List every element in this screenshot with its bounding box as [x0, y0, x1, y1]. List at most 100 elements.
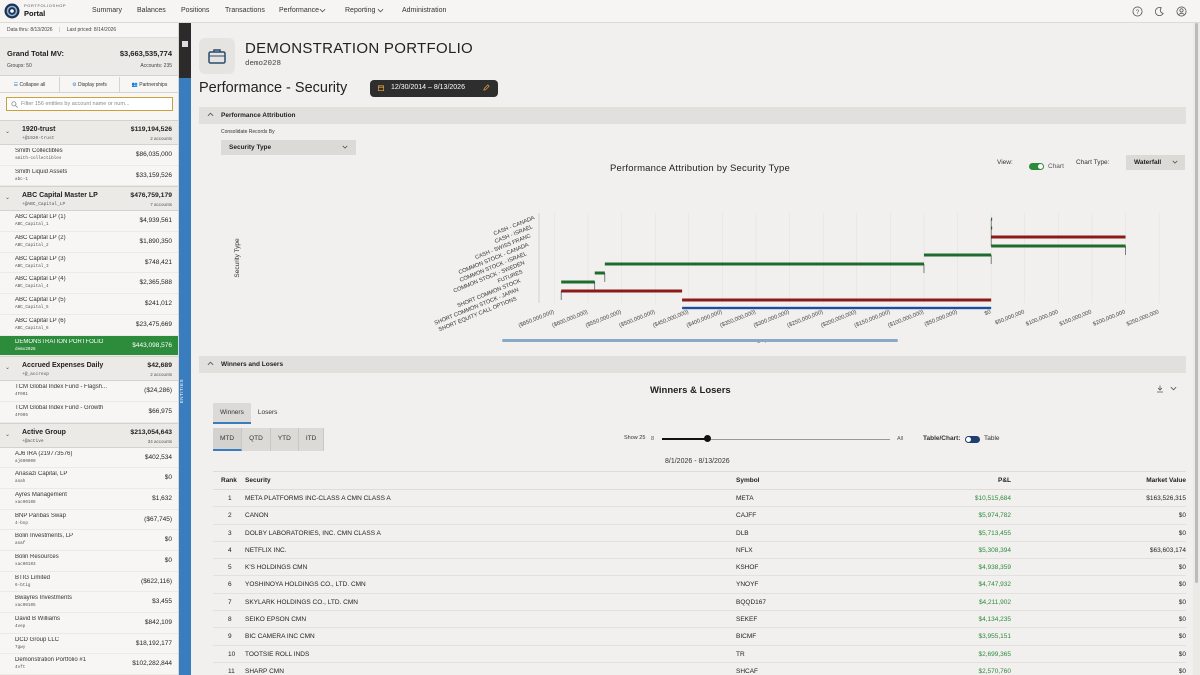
- table-row[interactable]: 1 META PLATFORMS INC-CLASS A CMN CLASS A M…: [213, 490, 1186, 508]
- entity-account[interactable]: Bwayres Investments xac00105 $3,455: [0, 592, 178, 614]
- nav-balances[interactable]: Balances: [137, 7, 166, 14]
- chevron-down-icon[interactable]: ⌄: [5, 195, 11, 202]
- panel-actions: ☰ Collapse all ⚙ Display prefs 👥 Partner…: [0, 77, 178, 93]
- nav-summary[interactable]: Summary: [92, 7, 122, 14]
- entity-account[interactable]: Anasazi Capital, LP anah $0: [0, 468, 178, 489]
- entity-account[interactable]: ABC Capital LP (5) ABC_Capital_5 $241,012: [0, 294, 178, 315]
- table-row[interactable]: 6 YOSHINOYA HOLDINGS CO., LTD. CMN YNOYF $4…: [213, 576, 1186, 594]
- user-icon[interactable]: [1176, 6, 1187, 17]
- chevron-down-icon[interactable]: [1170, 385, 1177, 392]
- help-icon[interactable]: ?: [1132, 6, 1143, 17]
- chevron-down-icon[interactable]: ⌄: [5, 365, 11, 372]
- entity-group[interactable]: ⌄ 1920-trust +@1920-trust $119,194,526 2 acc…: [0, 120, 178, 145]
- nav-positions[interactable]: Positions: [181, 7, 210, 14]
- tab-losers[interactable]: Losers: [257, 409, 278, 416]
- entity-account[interactable]: TCM Global Index Fund - Flagsh... 4F001 ($…: [0, 381, 178, 402]
- table-row[interactable]: 9 BIC CAMERA INC CMN BICMF $3,955,151 $0: [213, 628, 1186, 646]
- chart-horizontal-scrollbar[interactable]: [502, 339, 898, 342]
- date-range-picker[interactable]: 12/30/2014 – 8/13/2026: [370, 80, 498, 97]
- entity-account[interactable]: ABC Capital LP (1) ABC_Capital_1 $4,939,56…: [0, 211, 178, 233]
- table-row[interactable]: 5 K'S HOLDINGS CMN KSHOF $4,938,359 $0: [213, 559, 1186, 577]
- collapse-all-button[interactable]: ☰ Collapse all: [0, 77, 60, 92]
- moon-icon[interactable]: [1154, 6, 1165, 17]
- entity-account[interactable]: Demonstration Portfolio #1 4vft $102,282,8…: [0, 654, 178, 675]
- period-ytd[interactable]: YTD: [270, 428, 299, 451]
- list-icon: ☰: [13, 82, 19, 88]
- portal-logo-icon[interactable]: [4, 3, 20, 19]
- entity-group[interactable]: ⌄ Accrued Expenses Daily +@_accrexp $42,689…: [0, 356, 178, 382]
- entity-group[interactable]: ⌄ ABC Capital Master LP +@ABC_Capital_LP $4…: [0, 186, 178, 212]
- entity-account-selected[interactable]: DEMONSTRATION PORTFOLIO demo2028 $443,098,…: [0, 335, 178, 357]
- consolidate-select[interactable]: Security Type: [221, 140, 356, 155]
- entity-account[interactable]: TCM Global Index Fund - Growth 4F005 $66,9…: [0, 402, 178, 423]
- entity-filter-input[interactable]: Filter 156 entities by account name or n…: [6, 97, 173, 111]
- download-icon[interactable]: [1156, 385, 1164, 393]
- table-body: 1 META PLATFORMS INC-CLASS A CMN CLASS A M…: [213, 490, 1186, 675]
- period-mtd[interactable]: MTD: [213, 428, 243, 451]
- col-security[interactable]: Security: [245, 477, 271, 484]
- entity-account[interactable]: David B Williams 4vep $842,109: [0, 613, 178, 634]
- table-row[interactable]: 11 SHARP CMN SHCAF $2,570,760 $0: [213, 663, 1186, 675]
- period-qtd[interactable]: QTD: [242, 428, 271, 451]
- account-name: ABC Capital LP (2): [15, 235, 66, 242]
- chart-type-select[interactable]: Waterfall: [1126, 155, 1185, 170]
- last-priced-text: Last priced: 8/14/2026: [66, 27, 117, 33]
- entity-account[interactable]: ABC Capital LP (4) ABC_Capital_4 $2,365,58…: [0, 273, 178, 295]
- nav-administration[interactable]: Administration: [402, 7, 447, 14]
- search-icon: [11, 101, 18, 108]
- entity-account[interactable]: Bolin Resources xac00103 $0: [0, 551, 178, 572]
- table-row[interactable]: 8 SEIKO EPSON CMN SEKEF $4,134,235 $0: [213, 611, 1186, 629]
- tab-winners[interactable]: Winners: [213, 403, 251, 424]
- table-row[interactable]: 4 NETFLIX INC. NFLX $5,308,394 $63,603,174: [213, 542, 1186, 560]
- partnerships-button[interactable]: 👥 Partnerships: [120, 77, 178, 92]
- entity-group[interactable]: ⌄ Active Group +@active $213,054,643 34 acco…: [0, 422, 178, 448]
- entity-account[interactable]: AJ6 IRA (219773576) aj600000 $402,534: [0, 448, 178, 469]
- waterfall-bar: [923, 253, 992, 257]
- table-row[interactable]: 3 DOLBY LABORATORIES, INC. CMN CLASS A DLB…: [213, 525, 1186, 542]
- col-rank[interactable]: Rank: [221, 477, 237, 484]
- table-row[interactable]: 10 TOOTSIE ROLL INDS TR $2,699,365 $0: [213, 646, 1186, 663]
- winners-losers-tabs: Winners Losers: [213, 403, 284, 424]
- page-scrollbar[interactable]: [1193, 23, 1200, 675]
- chevron-down-icon[interactable]: ⌄: [5, 431, 11, 438]
- entity-account[interactable]: Smith Collectibles smith-collectibles $86,…: [0, 145, 178, 166]
- entity-account[interactable]: DCD Group LLC 7gwy $18,192,177: [0, 634, 178, 655]
- nav-reporting[interactable]: Reporting: [345, 7, 376, 14]
- entity-account[interactable]: BNP Paribas Swap 4-bnp ($67,745): [0, 510, 178, 531]
- table-row[interactable]: 7 SKYLARK HOLDINGS CO., LTD. CMN BQQD167 $4…: [213, 594, 1186, 612]
- period-itd[interactable]: ITD: [298, 428, 325, 451]
- nav-performance[interactable]: Performance: [279, 7, 320, 14]
- performance-attribution-header[interactable]: Performance Attribution: [199, 107, 1186, 124]
- scrollbar-thumb[interactable]: [1195, 23, 1198, 583]
- security-cell: K'S HOLDINGS CMN: [245, 564, 308, 572]
- show-count-slider[interactable]: [662, 439, 890, 440]
- entity-account[interactable]: BTIG Limited 6-btig ($622,116): [0, 572, 178, 593]
- waterfall-bar: [604, 262, 924, 266]
- edit-pencil-icon[interactable]: [483, 84, 490, 91]
- table-row[interactable]: 2 CANON CAJFF $5,974,782 $0: [213, 507, 1186, 525]
- account-value: $4,939,561: [139, 217, 172, 225]
- chart-view-toggle[interactable]: [1029, 163, 1044, 170]
- winners-losers-header[interactable]: Winners and Losers: [199, 356, 1186, 373]
- col-pl[interactable]: P&L: [998, 477, 1011, 484]
- waterfall-chart: ($650,000,000)($600,000,000)($550,000,00…: [234, 213, 1160, 343]
- entities-side-tab[interactable]: ENTITIES: [179, 23, 191, 675]
- x-tick-label: ($200,000,000): [820, 309, 858, 329]
- chevron-down-icon[interactable]: ⌄: [5, 129, 11, 135]
- col-market-value[interactable]: Market Value: [1146, 477, 1186, 484]
- nav-transactions[interactable]: Transactions: [225, 7, 265, 14]
- pl-cell: $5,974,782: [978, 512, 1011, 520]
- slider-handle[interactable]: [704, 435, 712, 442]
- display-prefs-button[interactable]: ⚙ Display prefs: [60, 77, 120, 92]
- entity-account[interactable]: ABC Capital LP (6) ABC_Capital_6 $23,475,6…: [0, 315, 178, 336]
- entity-account[interactable]: Bolin Investments, LP anaf $0: [0, 530, 178, 551]
- slider-max-label: All: [897, 436, 904, 442]
- entity-account[interactable]: ABC Capital LP (2) ABC_Capital_2 $1,890,35…: [0, 232, 178, 253]
- table-chart-toggle[interactable]: [965, 436, 980, 443]
- entity-account[interactable]: Ayres Management xac00108 $1,632: [0, 489, 178, 510]
- collapse-panel-icon[interactable]: [182, 41, 188, 47]
- entity-account[interactable]: Smith Liquid Assets abc-1 $33,159,526: [0, 166, 178, 187]
- account-value: $1,632: [152, 494, 172, 502]
- entity-account[interactable]: ABC Capital LP (3) ABC_Capital_3 $748,421: [0, 253, 178, 274]
- col-symbol[interactable]: Symbol: [736, 477, 760, 484]
